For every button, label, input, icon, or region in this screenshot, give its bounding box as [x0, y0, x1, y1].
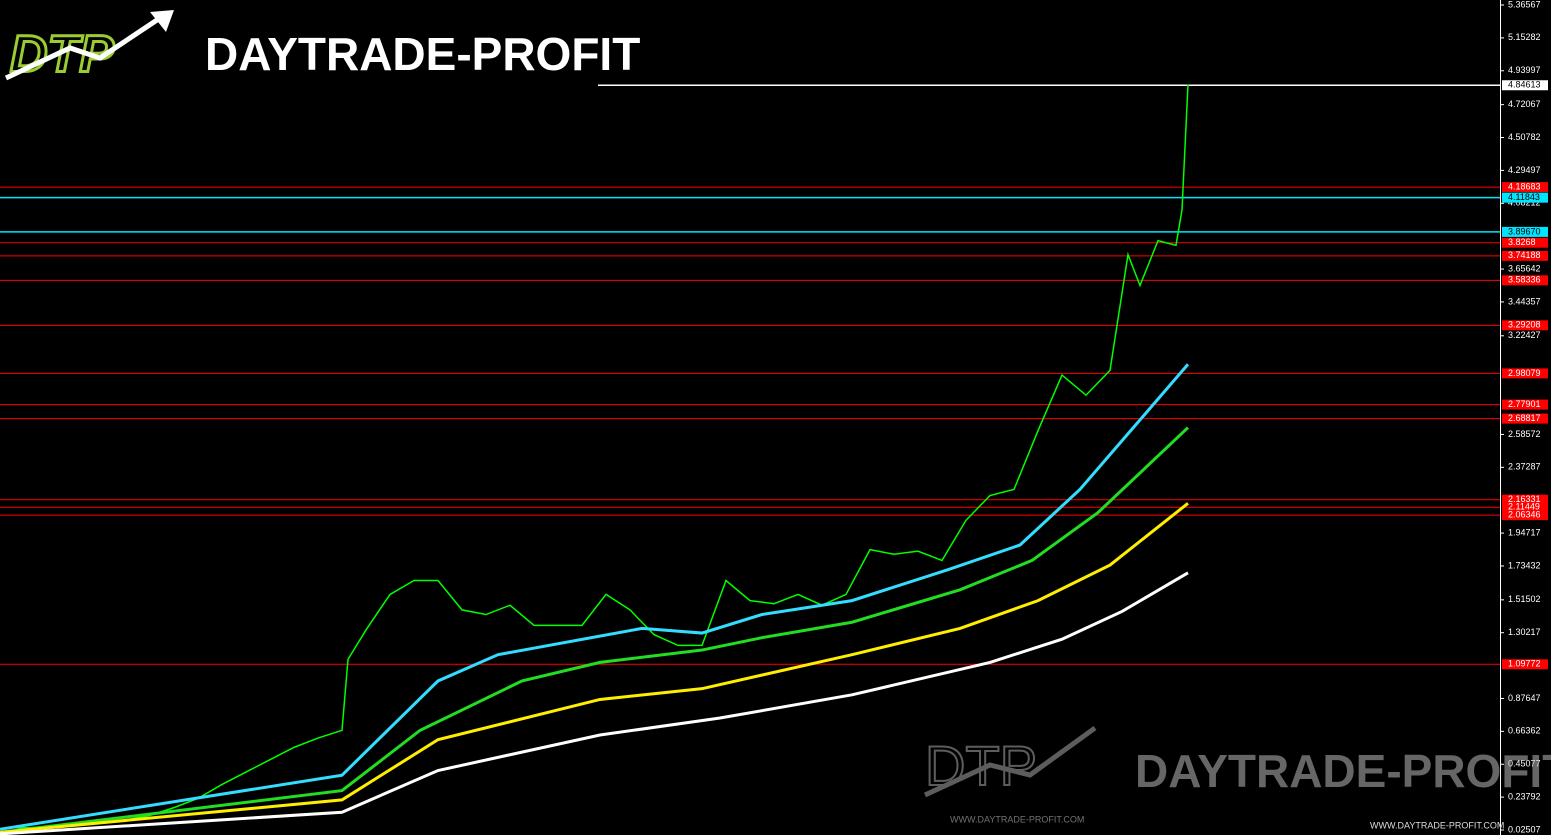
level-label: 4.18683 [1508, 181, 1541, 191]
plot [0, 84, 1500, 835]
y-tick-label: 4.29497 [1508, 165, 1541, 175]
moving-average [0, 426, 1190, 834]
y-tick-label: 3.65642 [1508, 263, 1541, 273]
y-tick-label: 4.72067 [1508, 99, 1541, 109]
y-tick-label: 0.87647 [1508, 693, 1541, 703]
logo-name: DAYTRADE-PROFIT [205, 28, 640, 80]
y-tick-label: 3.44357 [1508, 296, 1541, 306]
logo-arrow [4, 15, 162, 81]
level-label: 4.84613 [1508, 80, 1541, 90]
y-tick-label: 0.45077 [1508, 759, 1541, 769]
level-tag [1502, 494, 1548, 505]
y-tick-label: 0.02507 [1508, 824, 1541, 834]
moving-average [0, 363, 1190, 831]
y-tick-label: 0.23792 [1508, 791, 1541, 801]
level-tag [1502, 237, 1548, 248]
moving-average [0, 571, 1189, 835]
y-tick-label: 1.94717 [1508, 527, 1541, 537]
level-label: 2.06346 [1508, 509, 1541, 519]
y-tick-label: 5.15282 [1508, 32, 1541, 42]
level-tag [1502, 275, 1548, 286]
price-line [6, 84, 1189, 829]
watermark-url: WWW.DAYTRADE-PROFIT.COM [950, 814, 1084, 824]
logo-box [0, 0, 598, 88]
logo-letters: DTP [10, 26, 114, 84]
y-tick-label: 1.51502 [1508, 594, 1541, 604]
y-tick-label: 1.73432 [1508, 560, 1541, 570]
level-tag [1502, 413, 1548, 424]
level-label: 2.16331 [1508, 494, 1541, 504]
y-tick-label: 1.30217 [1508, 627, 1541, 637]
level-tag [1502, 510, 1548, 521]
level-tag [1502, 192, 1548, 203]
level-label: 4.11843 [1508, 192, 1540, 202]
level-tag [1502, 399, 1548, 410]
logo: DTP DAYTRADE-PROFIT [0, 0, 640, 88]
moving-average [0, 502, 1189, 834]
level-tag [1502, 368, 1548, 379]
level-label: 3.29208 [1508, 320, 1541, 330]
price-axis: 5.36567 5.15282 4.93997 4.72067 4.50782 4.294… [1500, 0, 1548, 834]
level-label: 2.68817 [1508, 413, 1541, 423]
level-label: 2.11449 [1508, 502, 1540, 512]
level-tag [1502, 250, 1548, 261]
y-tick-label: 5.36567 [1508, 0, 1541, 9]
watermark-arrow [923, 725, 1097, 798]
level-label: 3.8268 [1508, 237, 1536, 247]
level-label: 2.98079 [1508, 368, 1541, 378]
y-tick-label: 4.93997 [1508, 65, 1541, 75]
level-tag [1502, 182, 1548, 193]
level-label: 1.09772 [1508, 659, 1541, 669]
level-tag [1502, 502, 1548, 513]
level-tag [1502, 659, 1548, 670]
logo-arrowhead [150, 10, 174, 32]
corner-url: WWW.DAYTRADE-PROFIT.COM [1370, 820, 1504, 830]
level-label: 3.74188 [1508, 250, 1541, 260]
watermark: DTP DAYTRADE-PROFIT WWW.DAYTRADE-PROFIT.… [923, 725, 1551, 824]
level-tag [1502, 80, 1548, 91]
y-tick-label: 3.22427 [1508, 330, 1541, 340]
y-tick-label: 2.58572 [1508, 429, 1541, 439]
level-tag [1502, 320, 1548, 331]
y-tick-label: 4.50782 [1508, 132, 1541, 142]
watermark-name: DAYTRADE-PROFIT [1135, 745, 1551, 797]
y-tick-label: 0.66362 [1508, 726, 1541, 736]
level-label: 2.77901 [1508, 399, 1541, 409]
level-tag [1502, 226, 1548, 237]
level-label: 3.58336 [1508, 275, 1541, 285]
y-tick-label: 2.37287 [1508, 462, 1541, 472]
level-label: 3.89670 [1508, 226, 1541, 236]
